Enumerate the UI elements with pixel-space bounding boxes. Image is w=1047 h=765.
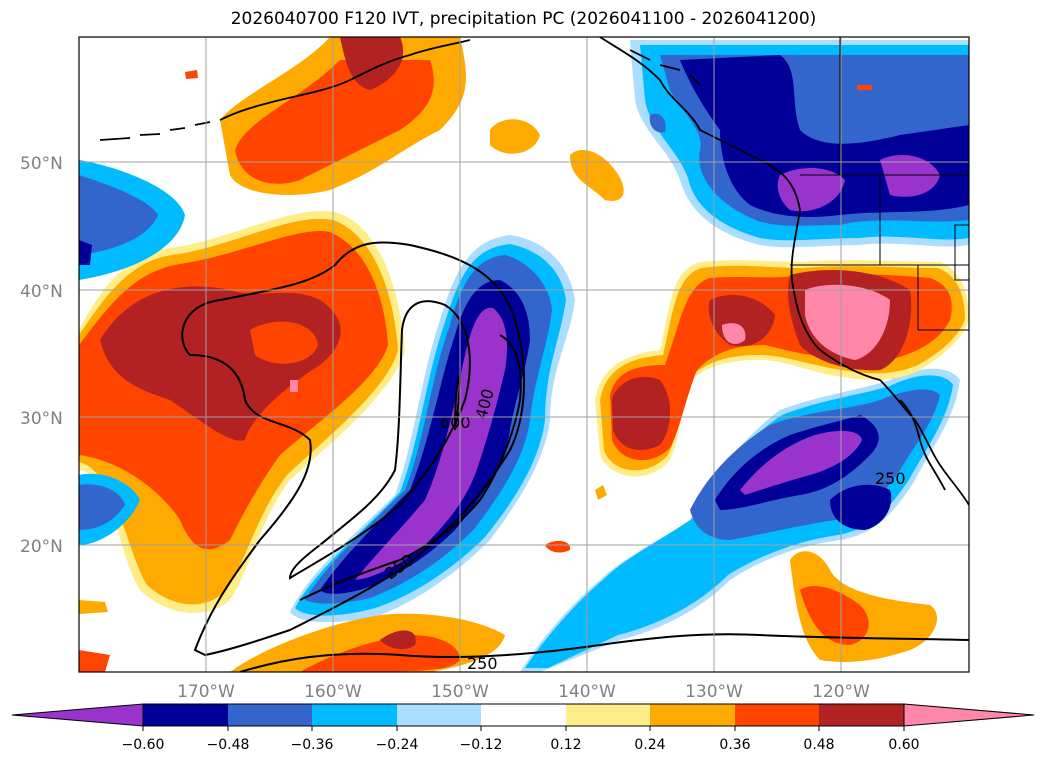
colorbar-label-3: −0.24: [376, 737, 419, 753]
coastlines: [99, 37, 969, 506]
colorbar-extend-high: [903, 703, 1035, 727]
lon-label-140: 140°W: [558, 682, 616, 702]
lat-label-20: 20°N: [20, 537, 63, 557]
pos-small-c: [185, 70, 198, 79]
lon-label-130: 130°W: [685, 682, 743, 702]
pos-north-small2: [570, 150, 624, 201]
colorbar-extend-low: [11, 703, 144, 727]
coastline-baja: [899, 399, 946, 491]
pos-south-east-036: [800, 585, 869, 645]
lon-label-120: 120°W: [812, 682, 870, 702]
coastline-north-america: [599, 37, 969, 506]
contour-label-600: 600: [440, 413, 471, 432]
contour-label-250-c: 250: [467, 654, 498, 673]
colorbar-ticks: [142, 726, 905, 731]
positive-anomaly-west: [79, 211, 405, 614]
coastline-alaska: [219, 39, 471, 121]
map-title: 2026040700 F120 IVT, precipitation PC (2…: [230, 9, 817, 29]
lat-label-40: 40°N: [20, 282, 63, 302]
negative-anomaly-northeast: [630, 40, 969, 248]
pos-small-d: [857, 85, 872, 90]
colorbar-label-1: −0.48: [207, 737, 250, 753]
lon-label-150: 150°W: [431, 682, 489, 702]
borders: [790, 37, 969, 331]
colorbar-segment-p036: [735, 704, 819, 726]
colorbar-segment-p024: [650, 704, 735, 726]
border-states-2: [954, 224, 969, 281]
pos-south-048: [380, 630, 416, 650]
neg-se-lower: [830, 484, 892, 530]
colorbar-segment-m048: [228, 704, 312, 726]
gridlines: [79, 37, 969, 672]
colorbar-label-4: −0.12: [460, 737, 503, 753]
pos-south-west: [79, 650, 110, 672]
pos-east-048a: [612, 376, 671, 450]
ivt-contours: [181, 241, 969, 672]
colorbar-label-0: −0.60: [122, 737, 165, 753]
colorbar-segment-p012: [566, 704, 650, 726]
neg-west-048: [79, 240, 92, 265]
pos-small-a: [545, 540, 571, 553]
colorbar: −0.60 −0.48 −0.36 −0.24 −0.12 0.12 0.24 …: [11, 703, 1035, 753]
pos-band-036-inner: [250, 321, 318, 364]
neg-ne-small: [649, 113, 666, 133]
colorbar-label-5: 0.12: [550, 737, 581, 753]
precipitation-field: [79, 37, 969, 672]
neg-west-036: [79, 175, 158, 255]
lon-label-170: 170°W: [177, 682, 235, 702]
positive-anomaly-east: [595, 260, 969, 477]
colorbar-label-9: 0.60: [888, 737, 919, 753]
colorbar-segment-zero: [481, 704, 566, 726]
colorbar-label-6: 0.24: [634, 737, 665, 753]
neg-west-lower-036: [79, 484, 125, 530]
lat-label-30: 30°N: [20, 409, 63, 429]
neg-ne-060a: [777, 168, 845, 212]
contour-label-250-b: 250: [875, 469, 906, 488]
pos-small-b: [595, 485, 607, 500]
pos-east-060b: [722, 323, 746, 344]
pos-north-036: [235, 60, 434, 184]
neg-se-060: [740, 430, 862, 495]
colorbar-segment-m036: [312, 704, 397, 726]
ivt-contour-250-inner: [299, 334, 522, 601]
pos-east-060: [805, 284, 890, 360]
colorbar-outline: [142, 703, 905, 727]
border-states-1: [790, 37, 969, 331]
colorbar-label-7: 0.36: [719, 737, 750, 753]
pos-north-small: [490, 119, 540, 154]
ivt-contour-400: [288, 300, 471, 580]
pos-band-060-dot: [290, 380, 298, 392]
negative-anomaly-southeast: [520, 368, 960, 672]
coastline-islands: [629, 49, 701, 86]
ivt-contour-250-outer: [181, 241, 526, 657]
colorbar-segment-m024: [397, 704, 481, 726]
colorbar-segment-p048: [819, 704, 904, 726]
colorbar-label-2: −0.36: [291, 737, 334, 753]
ivt-contour-250-bottom: [239, 633, 969, 672]
negative-anomaly-west: [79, 160, 185, 545]
colorbar-label-8: 0.48: [803, 737, 834, 753]
colorbar-segment-m060: [143, 704, 228, 726]
pos-south-west2: [79, 600, 108, 614]
coastline-aleutians: [99, 121, 211, 141]
map-frame: [78, 36, 970, 673]
lat-label-50: 50°N: [20, 154, 63, 174]
neg-ne-060b: [880, 155, 940, 197]
lon-label-160: 160°W: [304, 682, 362, 702]
